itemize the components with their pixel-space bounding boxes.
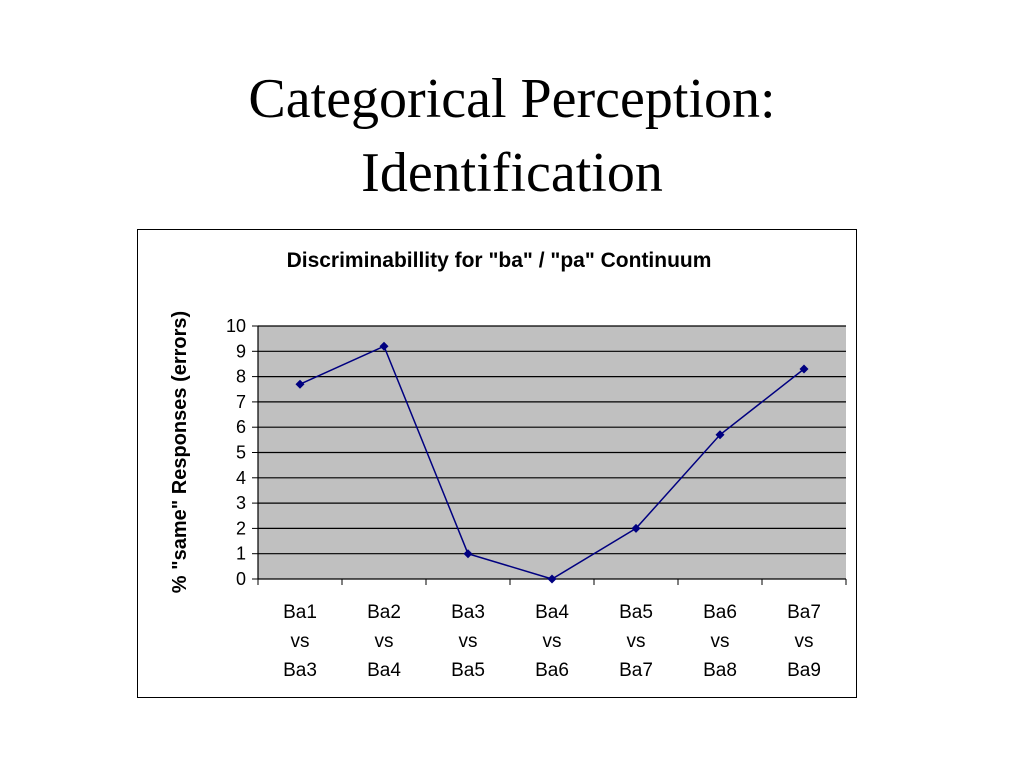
y-tick-label: 6 [236, 417, 246, 437]
data-point-marker [547, 574, 557, 584]
x-tick-label-line: Ba1 [283, 602, 317, 623]
y-tick-label: 9 [236, 341, 246, 361]
x-tick-label: Ba4 vs Ba6 [535, 602, 569, 681]
x-tick-label-line: Ba3 [283, 660, 317, 681]
y-tick-label: 1 [236, 544, 246, 564]
slide-title: Categorical Perception: Identification [0, 62, 1024, 210]
x-tick-label-line: vs [375, 631, 394, 652]
series-layer [295, 341, 809, 584]
x-tick-label-line: vs [291, 631, 310, 652]
x-tick-label-line: Ba9 [787, 660, 821, 681]
y-tick-label: 10 [226, 316, 246, 336]
x-tick-label-line: Ba7 [619, 660, 653, 681]
data-point-marker [799, 364, 809, 374]
x-tick-label-line: Ba7 [787, 602, 821, 623]
x-tick-label: Ba3 vs Ba5 [451, 602, 485, 681]
line-chart: Discriminabillity for "ba" / "pa" Contin… [169, 249, 847, 681]
y-tick-label: 3 [236, 493, 246, 513]
x-tick-label-line: vs [795, 631, 814, 652]
x-tick-label-line: Ba5 [619, 602, 653, 623]
slide-title-line-1: Categorical Perception: [248, 68, 776, 130]
x-tick-label-line: Ba5 [451, 660, 485, 681]
data-point-marker [715, 430, 725, 440]
data-point-marker [379, 341, 389, 351]
y-tick-label: 8 [236, 367, 246, 387]
x-tick-label-line: Ba2 [367, 602, 401, 623]
x-tick-label-line: vs [543, 631, 562, 652]
x-tick-label: Ba1 vs Ba3 [283, 602, 317, 681]
y-tick-label: 7 [236, 392, 246, 412]
x-tick-label-line: vs [711, 631, 730, 652]
x-tick-label-line: Ba4 [535, 602, 569, 623]
x-tick-label: Ba6 vs Ba8 [703, 602, 737, 681]
gridlines [258, 325, 846, 555]
y-axis-label: % "same" Responses (errors) [169, 311, 191, 593]
slide-title-line-2: Identification [361, 142, 663, 204]
y-tick-label: 2 [236, 518, 246, 538]
x-tick-label-line: Ba6 [703, 602, 737, 623]
x-tick-label-line: Ba6 [535, 660, 569, 681]
data-point-marker [295, 379, 305, 389]
chart-title: Discriminabillity for "ba" / "pa" Contin… [287, 249, 712, 272]
y-tick-label: 0 [236, 569, 246, 589]
x-tick-label: Ba5 vs Ba7 [619, 602, 653, 681]
x-tick-label-line: vs [627, 631, 646, 652]
data-point-marker [463, 549, 473, 559]
y-tick-label: 5 [236, 443, 246, 463]
x-tick-label: Ba7 vs Ba9 [787, 602, 821, 681]
x-tick-label-line: Ba8 [703, 660, 737, 681]
chart-frame: Discriminabillity for "ba" / "pa" Contin… [137, 229, 857, 698]
x-tick-label-line: Ba3 [451, 602, 485, 623]
y-tick-label: 4 [236, 468, 246, 488]
x-tick-label-line: vs [459, 631, 478, 652]
x-tick-label-line: Ba4 [367, 660, 401, 681]
y-ticks: 0 1 2 3 4 5 6 7 8 9 10 [226, 316, 258, 589]
data-point-marker [631, 523, 641, 533]
x-tick-label: Ba2 vs Ba4 [367, 602, 401, 681]
